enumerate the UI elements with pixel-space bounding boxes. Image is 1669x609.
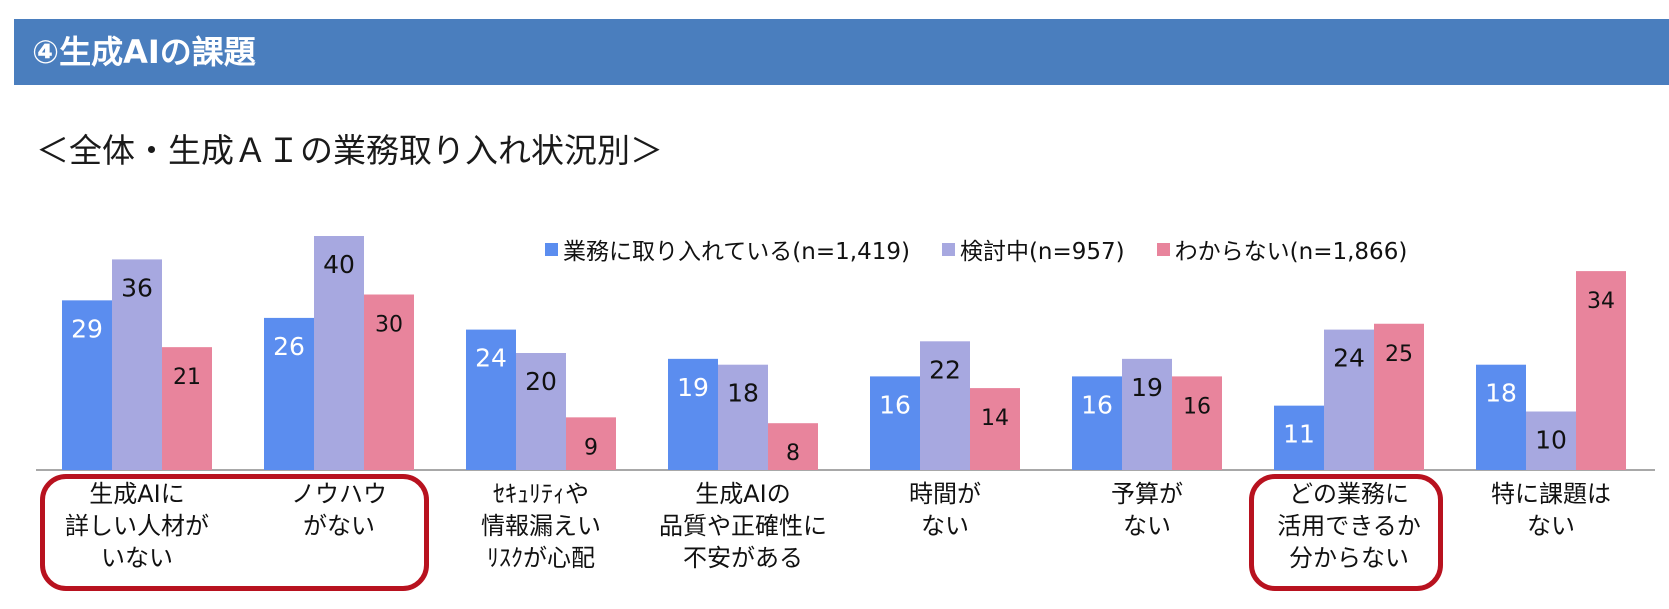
legend-item-3: わからない(n=1,866) [1156,232,1408,266]
bar-series3-cat2 [364,294,414,470]
data-label-series3-cat6: 16 [1183,394,1211,419]
category-label-4: 生成AIの 品質や正確性に 不安がある [659,480,827,572]
page-title: ④生成AIの課題 [14,19,1669,85]
category-label-2: ノウハウ がない [291,480,387,540]
category-label-5: 時間が ない [909,480,981,540]
category-label-1: 生成AIに 詳しい人材が いない [65,480,209,572]
data-label-series2-cat4: 18 [727,379,759,408]
data-label-series2-cat1: 36 [121,273,153,302]
bar-series2-cat5 [920,341,970,470]
legend-item-1: 業務に取り入れている(n=1,419) [545,232,910,266]
data-label-series2-cat3: 20 [525,367,557,396]
data-label-series2-cat5: 22 [929,355,961,384]
data-label-series1-cat7: 11 [1283,420,1315,449]
bar-series3-cat7 [1374,323,1424,470]
bar-series1-cat5 [870,376,920,470]
bar-series1-cat2 [264,317,314,470]
legend-item-2: 検討中(n=957) [941,232,1125,266]
bar-series2-cat7 [1324,329,1374,470]
data-label-series3-cat8: 34 [1587,289,1615,314]
data-label-series1-cat6: 16 [1081,390,1113,419]
data-label-series3-cat2: 30 [375,313,403,338]
bar-series1-cat1 [62,300,112,470]
legend-swatch-2 [941,242,955,256]
category-label-6: 予算が ない [1111,480,1183,540]
data-label-series2-cat2: 40 [323,250,355,279]
data-label-series3-cat5: 14 [981,406,1009,431]
bar-series2-cat1 [112,259,162,470]
data-label-series3-cat7: 25 [1385,342,1413,367]
bar-series3-cat8 [1576,271,1626,470]
highlight-box-2 [1249,474,1443,591]
bar-series2-cat6 [1122,358,1172,470]
category-label-3: ｾｷｭﾘﾃｨや 情報漏えい ﾘｽｸが心配 [481,480,601,572]
bar-series3-cat6 [1172,376,1222,470]
legend-swatch-1 [545,242,558,256]
bar-series3-cat3 [566,417,616,470]
legend-label-2: 検討中(n=957) [959,239,1125,265]
category-label-8: 特に課題は ない [1491,480,1611,540]
bar-series3-cat4 [768,423,818,470]
data-label-series2-cat8: 10 [1535,426,1567,455]
data-label-series1-cat2: 26 [273,332,305,361]
category-label-7: どの業務に 活用できるか 分からない [1277,480,1421,572]
data-label-series1-cat4: 19 [677,373,709,402]
bar-series1-cat7 [1274,405,1324,470]
data-label-series1-cat5: 16 [879,390,911,419]
legend-swatch-3 [1156,242,1170,256]
data-label-series2-cat6: 19 [1131,373,1163,402]
data-label-series3-cat4: 8 [786,441,800,466]
bar-series3-cat1 [162,347,212,470]
bar-series1-cat4 [668,358,718,470]
data-label-series3-cat3: 9 [584,435,598,460]
data-label-series1-cat8: 18 [1485,379,1517,408]
bar-series1-cat8 [1476,364,1526,470]
bar-series1-cat3 [466,329,516,470]
legend-label-3: わからない(n=1,866) [1174,239,1408,265]
legend-label-1: 業務に取り入れている(n=1,419) [563,239,910,265]
bar-series2-cat2 [314,236,364,470]
data-label-series1-cat3: 24 [475,344,507,373]
bar-series2-cat3 [516,353,566,470]
data-label-series2-cat7: 24 [1333,344,1365,373]
data-label-series1-cat1: 29 [71,314,103,343]
data-label-series3-cat1: 21 [173,365,201,390]
chart-subtitle: ＜全体・生成ＡＩの業務取り入れ状況別＞ [36,131,663,170]
bar-series2-cat4 [718,364,768,470]
bar-series1-cat6 [1072,376,1122,470]
bar-series2-cat8 [1526,411,1576,470]
bar-series3-cat5 [970,388,1020,470]
chart-legend: 業務に取り入れている(n=1,419) 検討中(n=957) わからない(n=1,8… [545,232,1439,266]
highlight-box-1 [40,474,429,591]
